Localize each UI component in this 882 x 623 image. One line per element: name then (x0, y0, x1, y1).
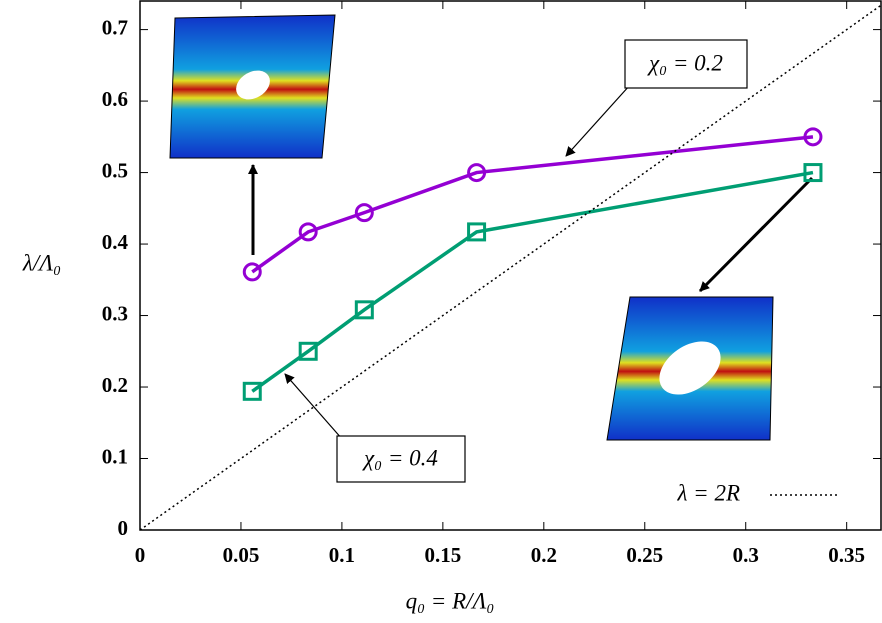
annotation-box (336, 435, 466, 483)
x-tick-label: 0.35 (828, 543, 865, 567)
x-tick-label: 0.2 (531, 543, 557, 567)
x-tick-label: 0.15 (424, 543, 461, 567)
series-line (251, 135, 814, 274)
legend-label: λ = 2R (676, 480, 740, 505)
annotation-arrow (565, 84, 631, 157)
marker (242, 262, 262, 282)
inset-top (169, 14, 336, 159)
plot-frame (139, 0, 882, 531)
x-axis-label: q₀ = R/Λ₀ (406, 588, 495, 613)
marker (354, 300, 374, 320)
y-axis-label: λ/Λ₀ (22, 250, 61, 275)
y-tick-label: 0.2 (102, 373, 128, 397)
annotation-box (624, 39, 748, 89)
marker (298, 341, 318, 361)
y-tick-label: 0.3 (102, 301, 128, 325)
y-tick-label: 0 (118, 516, 129, 540)
marker (298, 222, 318, 242)
inset-arrow (698, 176, 814, 293)
marker (803, 163, 823, 183)
y-tick-label: 0.7 (102, 15, 128, 39)
x-tick-label: 0.1 (329, 543, 355, 567)
x-tick-label: 0.25 (626, 543, 663, 567)
inset-bottom (606, 296, 774, 441)
y-tick-label: 0.5 (102, 158, 128, 182)
y-tick-label: 0.4 (102, 230, 129, 254)
series-line (251, 170, 814, 393)
marker (467, 163, 487, 183)
marker (242, 381, 262, 401)
marker (354, 203, 374, 223)
annotation: χ₀ = 0.4 (362, 445, 438, 470)
x-tick-label: 0.3 (733, 543, 759, 567)
marker (467, 222, 487, 242)
x-tick-label: 0 (135, 543, 146, 567)
marker (803, 127, 823, 147)
y-tick-label: 0.1 (102, 444, 128, 468)
y-tick-label: 0.6 (102, 87, 128, 111)
annotation: χ₀ = 0.2 (647, 50, 723, 75)
x-tick-label: 0.05 (223, 543, 260, 567)
reference-line (139, 4, 882, 531)
